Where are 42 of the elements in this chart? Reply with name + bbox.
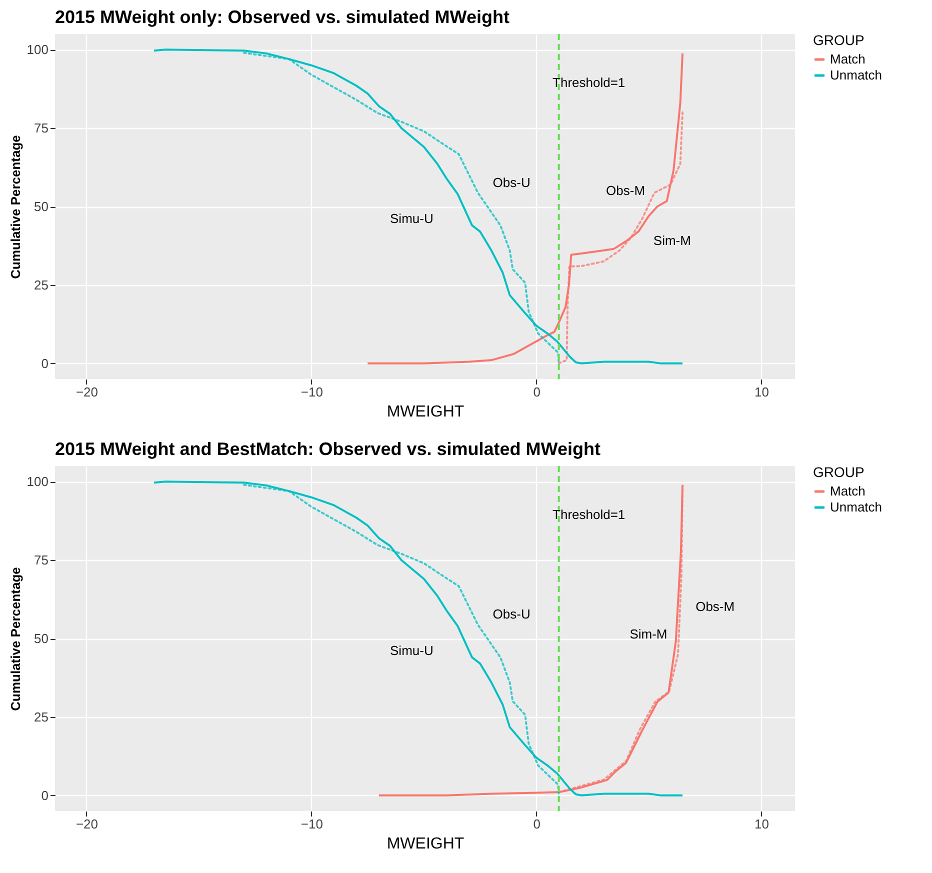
- annotation: Obs-M: [606, 182, 646, 198]
- y-tick-label: 50: [34, 199, 48, 214]
- x-tick-label: 10: [754, 816, 769, 832]
- legend-label: Match: [830, 484, 866, 498]
- x-tick-label: −20: [76, 816, 98, 832]
- x-axis-title: MWEIGHT: [386, 404, 464, 420]
- x-tick-label: −10: [300, 384, 323, 400]
- x-axis-title: MWEIGHT: [386, 836, 464, 852]
- x-tick-label: 0: [533, 384, 540, 400]
- y-tick-label: 100: [26, 474, 48, 490]
- chart-title: 2015 MWeight only: Observed vs. simulated MWeight: [55, 7, 510, 27]
- y-tick-label: 50: [34, 631, 48, 646]
- y-tick-label: 0: [41, 788, 48, 803]
- annotation: Simu-U: [390, 642, 434, 658]
- annotation: Simu-U: [390, 210, 434, 226]
- x-tick-label: 10: [754, 384, 769, 400]
- y-tick-label: 0: [41, 356, 48, 371]
- y-tick-label: 25: [34, 277, 48, 292]
- ref-line-label: Threshold=1: [552, 507, 626, 522]
- legend-label: Unmatch: [830, 68, 882, 82]
- legend-title: GROUP: [813, 464, 864, 480]
- legend-label: Unmatch: [830, 500, 882, 514]
- line-series: [152, 480, 684, 796]
- annotation: Sim-M: [653, 233, 691, 248]
- ref-line-label: Threshold=1: [552, 75, 626, 90]
- y-axis-title: Cumulative Percentage: [8, 135, 23, 279]
- legend-title: GROUP: [813, 32, 864, 48]
- x-tick-label: −20: [76, 384, 98, 400]
- annotation: Obs-M: [696, 599, 735, 614]
- annotation: Obs-U: [492, 606, 530, 622]
- annotation: Obs-U: [492, 175, 530, 190]
- y-tick-label: 100: [26, 42, 48, 58]
- annotation: Sim-M: [630, 626, 668, 642]
- legend-label: Match: [830, 52, 866, 66]
- y-tick-label: 25: [34, 709, 48, 724]
- y-axis-title: Cumulative Percentage: [8, 567, 23, 711]
- y-tick-label: 75: [34, 552, 48, 568]
- x-tick-label: 0: [533, 816, 540, 832]
- line-series: [378, 484, 684, 796]
- x-tick-label: −10: [300, 816, 323, 832]
- y-tick-label: 75: [34, 120, 48, 136]
- chart-title: 2015 MWeight and BestMatch: Observed vs. simulated MWeight: [55, 439, 600, 459]
